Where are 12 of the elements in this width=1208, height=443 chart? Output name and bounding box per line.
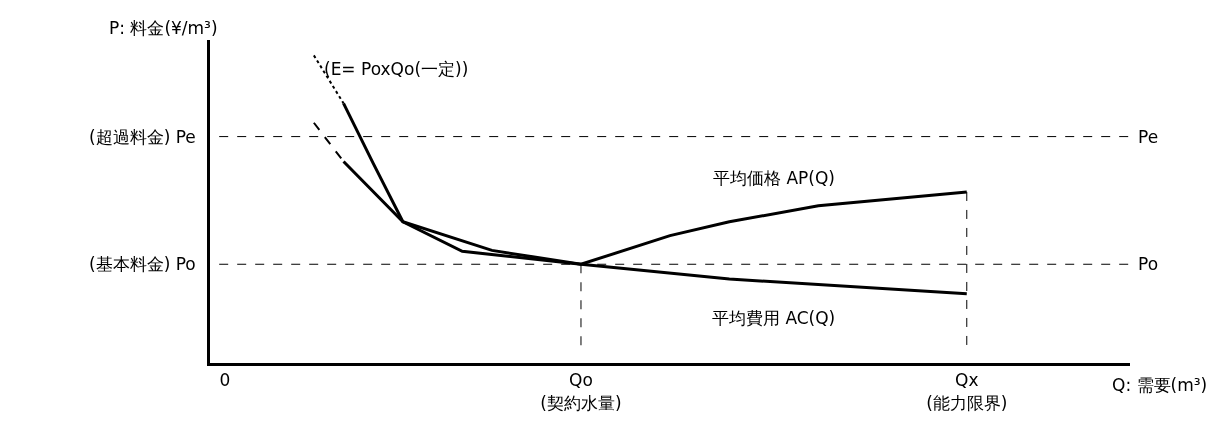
ref-line-label: (基本料金) Po: [89, 254, 196, 274]
series-label: 平均価格 AP(Q): [713, 168, 835, 188]
series-label: 平均費用 AC(Q): [712, 308, 836, 328]
x-axis-title: Q: 需要(m³): [1112, 375, 1208, 395]
x-tick-label: Qx (能力限界): [926, 370, 1008, 413]
x-tick-label: 0: [219, 370, 231, 391]
series-label: (E= PoxQo(一定)): [324, 59, 469, 79]
y-axis-title: P: 料金(¥/m³): [109, 18, 218, 38]
ref-line-label: (超過料金) Pe: [89, 127, 196, 147]
text: Pe: [1138, 127, 1159, 147]
text: Po: [1138, 254, 1159, 274]
x-tick-label: Qo (契約水量): [540, 370, 622, 413]
